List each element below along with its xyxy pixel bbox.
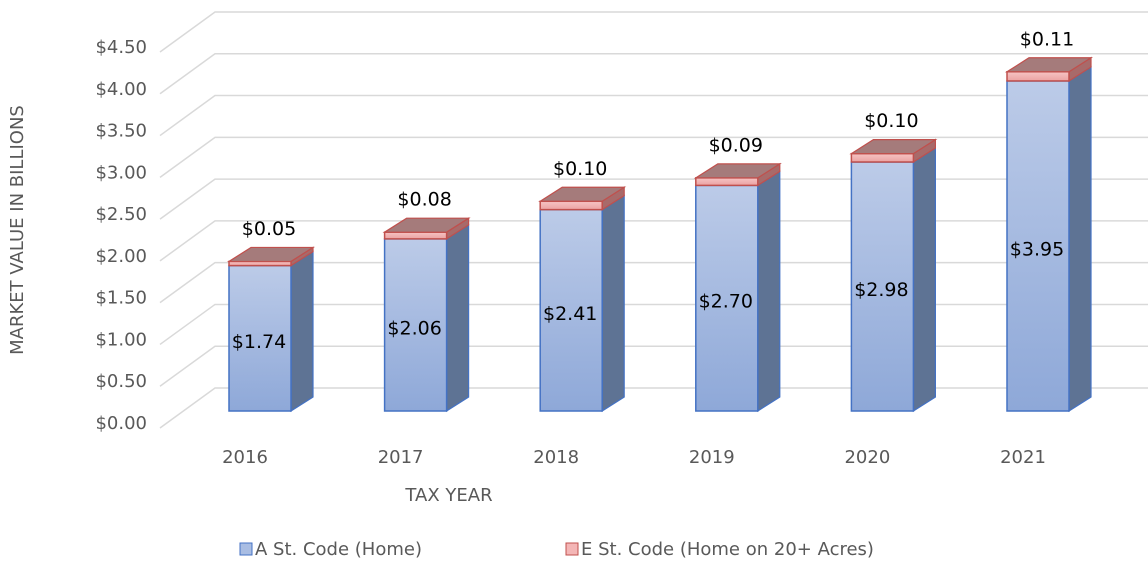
bar bbox=[1006, 71, 1070, 82]
bar bbox=[228, 260, 292, 267]
grid-line bbox=[159, 94, 1148, 137]
bar bbox=[539, 200, 603, 211]
data-label: $0.10 bbox=[864, 110, 918, 132]
bar bbox=[539, 208, 603, 412]
bar-side bbox=[1068, 65, 1092, 413]
data-label: $1.74 bbox=[232, 331, 286, 353]
y-tick-label: $4.00 bbox=[95, 79, 147, 100]
x-tick-label: 2017 bbox=[378, 447, 424, 468]
data-label: $0.08 bbox=[397, 189, 451, 211]
legend-label: E St. Code (Home on 20+ Acres) bbox=[581, 539, 874, 560]
grid-line bbox=[159, 178, 1148, 220]
grid-line bbox=[159, 53, 1148, 95]
grid-line bbox=[159, 261, 1148, 304]
x-tick-label: 2016 bbox=[222, 447, 268, 468]
y-tick-label: $3.50 bbox=[95, 121, 147, 142]
bar bbox=[695, 177, 759, 187]
x-tick-label: 2019 bbox=[689, 447, 735, 468]
y-axis-label: MARKET VALUE IN BILLIONS bbox=[7, 105, 28, 355]
y-tick-label: $2.00 bbox=[95, 246, 147, 267]
y-tick-label: $1.50 bbox=[95, 288, 147, 309]
bar bbox=[383, 231, 448, 240]
y-tick-label: $1.00 bbox=[95, 329, 147, 350]
bar-side bbox=[601, 194, 625, 413]
data-label: $2.70 bbox=[699, 291, 753, 313]
y-tick-label: $3.00 bbox=[95, 162, 147, 183]
bar-side bbox=[912, 146, 937, 413]
grid-line bbox=[159, 387, 1148, 429]
x-tick-label: 2018 bbox=[533, 447, 579, 468]
y-tick-label: $0.00 bbox=[95, 413, 147, 434]
y-tick-label: $4.50 bbox=[95, 37, 147, 58]
bar-top bbox=[849, 139, 938, 155]
grid-line bbox=[159, 11, 1148, 53]
data-label: $0.11 bbox=[1020, 28, 1074, 50]
x-axis-label: TAX YEAR bbox=[404, 485, 492, 506]
bar bbox=[695, 184, 759, 412]
bar-top bbox=[382, 217, 471, 233]
bar bbox=[1006, 80, 1070, 412]
data-label: $0.09 bbox=[709, 134, 763, 156]
grid-line bbox=[159, 220, 1148, 262]
bar-side bbox=[757, 170, 781, 413]
bar-top bbox=[693, 163, 782, 179]
y-tick-label: $2.50 bbox=[95, 204, 147, 225]
y-tick-label: $0.50 bbox=[95, 371, 147, 392]
bar-top bbox=[226, 246, 316, 263]
legend-swatch bbox=[565, 542, 579, 556]
legend-label: A St. Code (Home) bbox=[255, 539, 422, 560]
x-tick-label: 2021 bbox=[1000, 447, 1046, 468]
bar bbox=[850, 152, 915, 163]
data-label: $2.41 bbox=[543, 303, 597, 325]
legend-swatch bbox=[239, 542, 253, 556]
data-label: $2.98 bbox=[854, 279, 908, 301]
grid-line bbox=[159, 136, 1148, 178]
bar-side bbox=[290, 250, 314, 413]
grid-line bbox=[159, 345, 1148, 387]
data-label: $2.06 bbox=[387, 317, 441, 339]
grid-line bbox=[159, 303, 1148, 346]
bar-top bbox=[1004, 57, 1094, 73]
bar bbox=[228, 264, 292, 412]
bar-top bbox=[538, 186, 627, 202]
x-tick-label: 2020 bbox=[844, 447, 890, 468]
data-label: $3.95 bbox=[1010, 238, 1064, 260]
bar-side bbox=[446, 223, 470, 413]
data-label: $0.10 bbox=[553, 158, 607, 180]
bar bbox=[383, 238, 448, 412]
data-label: $0.05 bbox=[242, 218, 296, 240]
